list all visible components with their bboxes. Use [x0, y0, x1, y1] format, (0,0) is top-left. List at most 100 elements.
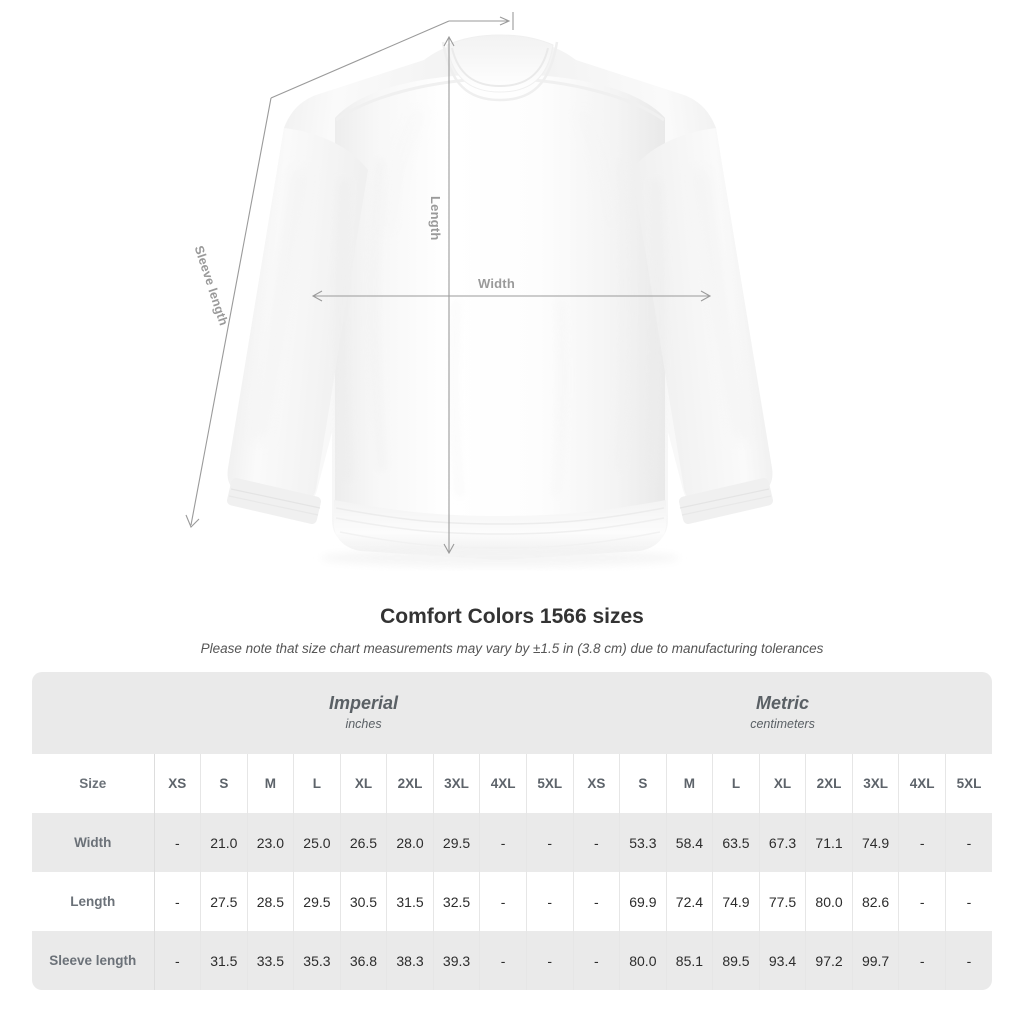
column-header-metric-2xl: 2XL [805, 754, 853, 813]
cell-length-metric-s: 69.9 [619, 872, 667, 931]
cell-sleeve-length-imperial-3xl: 39.3 [433, 931, 481, 990]
size-header-row: Size XS S M L XL 2XL 3XL 4XL 5XL XS S M L XL 2XL 3XL 4XL 5… [32, 754, 993, 813]
column-header-imperial-xl: XL [340, 754, 388, 813]
cell-length-metric-xl: 77.5 [759, 872, 807, 931]
cell-width-imperial-xl: 26.5 [340, 813, 388, 872]
table-row: Width -21.0 23.0 25.0 26.5 28.0 29.5- - -53.3 58.… [32, 813, 993, 872]
row-header-length: Length [32, 872, 155, 931]
cell-width-metric-xl: 67.3 [759, 813, 807, 872]
cell-width-metric-4xl: - [898, 813, 946, 872]
sweatshirt-body [227, 34, 773, 567]
column-header-imperial-4xl: 4XL [479, 754, 527, 813]
tolerance-note: Please note that size chart measurements… [200, 641, 824, 656]
cell-width-metric-5xl: - [945, 813, 993, 872]
column-header-metric-4xl: 4XL [898, 754, 946, 813]
unit-header-row: Imperial inches Metric centimeters [32, 672, 993, 754]
cell-length-imperial-4xl: - [479, 872, 527, 931]
cell-width-imperial-4xl: - [479, 813, 527, 872]
cell-sleeve-length-metric-xs: - [572, 931, 621, 990]
cell-length-imperial-2xl: 31.5 [386, 872, 434, 931]
unit-title-imperial: Imperial [329, 693, 399, 714]
unit-header-metric: Metric centimeters [573, 672, 993, 754]
cell-width-metric-m: 58.4 [666, 813, 714, 872]
cell-sleeve-length-imperial-5xl: - [526, 931, 574, 990]
cell-length-metric-m: 72.4 [666, 872, 714, 931]
column-header-imperial-s: S [200, 754, 248, 813]
unit-header-imperial: Imperial inches [154, 672, 574, 754]
cell-length-imperial-s: 27.5 [200, 872, 248, 931]
length-measure-line [443, 35, 455, 555]
column-header-imperial-m: M [247, 754, 295, 813]
measurement-lines [185, 12, 712, 555]
cell-sleeve-length-metric-s: 80.0 [619, 931, 667, 990]
page-title: Comfort Colors 1566 sizes [380, 605, 644, 628]
cell-length-metric-l: 74.9 [712, 872, 760, 931]
row-header-sleeve-length: Sleeve length [32, 931, 155, 990]
cell-length-imperial-xl: 30.5 [340, 872, 388, 931]
cell-sleeve-length-imperial-xl: 36.8 [340, 931, 388, 990]
unit-subtitle-imperial: inches [345, 716, 382, 731]
sleeve-length-measure-line [185, 12, 514, 528]
column-header-metric-m: M [666, 754, 714, 813]
cell-sleeve-length-metric-xl: 93.4 [759, 931, 807, 990]
cell-length-metric-4xl: - [898, 872, 946, 931]
cell-length-metric-xs: - [572, 872, 621, 931]
length-label: Length [428, 196, 443, 241]
unit-header-corner [32, 672, 154, 754]
cell-length-imperial-m: 28.5 [247, 872, 295, 931]
cell-length-imperial-xs: - [154, 872, 202, 931]
column-header-imperial-5xl: 5XL [526, 754, 574, 813]
width-measure-line [311, 290, 712, 302]
cell-length-metric-3xl: 82.6 [852, 872, 900, 931]
cell-sleeve-length-metric-4xl: - [898, 931, 946, 990]
cell-width-metric-2xl: 71.1 [805, 813, 853, 872]
cell-length-metric-2xl: 80.0 [805, 872, 853, 931]
width-label: Width [478, 276, 515, 291]
cell-width-metric-s: 53.3 [619, 813, 667, 872]
cell-width-imperial-s: 21.0 [200, 813, 248, 872]
cell-length-imperial-5xl: - [526, 872, 574, 931]
cell-sleeve-length-metric-l: 89.5 [712, 931, 760, 990]
cell-length-imperial-l: 29.5 [293, 872, 341, 931]
column-header-metric-5xl: 5XL [945, 754, 993, 813]
cell-width-imperial-m: 23.0 [247, 813, 295, 872]
cell-sleeve-length-imperial-m: 33.5 [247, 931, 295, 990]
cell-length-imperial-3xl: 32.5 [433, 872, 481, 931]
cell-width-imperial-l: 25.0 [293, 813, 341, 872]
unit-title-metric: Metric [756, 693, 810, 714]
table-row: Sleeve length -31.5 33.5 35.3 36.8 38.3 39.3- -… [32, 931, 993, 990]
cell-sleeve-length-metric-5xl: - [945, 931, 993, 990]
column-header-metric-xs: XS [572, 754, 621, 813]
cell-width-imperial-xs: - [154, 813, 202, 872]
table-row: Length -27.5 28.5 29.5 30.5 31.5 32.5- - -69.9 72… [32, 872, 993, 931]
column-header-imperial-2xl: 2XL [386, 754, 434, 813]
cell-width-metric-l: 63.5 [712, 813, 760, 872]
unit-subtitle-metric: centimeters [750, 716, 815, 731]
column-header-metric-xl: XL [759, 754, 807, 813]
cell-sleeve-length-imperial-s: 31.5 [200, 931, 248, 990]
cell-sleeve-length-imperial-xs: - [154, 931, 202, 990]
size-chart-table: Imperial inches Metric centimeters Size XS S M L… [32, 672, 993, 990]
cell-width-imperial-5xl: - [526, 813, 574, 872]
garment-diagram: Length Width Sleeve length [185, 12, 773, 567]
cell-width-metric-3xl: 74.9 [852, 813, 900, 872]
size-chart-table-wrap: Imperial inches Metric centimeters Size XS S M L… [32, 672, 993, 990]
column-header-size: Size [32, 754, 155, 813]
cell-sleeve-length-metric-2xl: 97.2 [805, 931, 853, 990]
column-header-metric-l: L [712, 754, 760, 813]
cell-width-imperial-3xl: 29.5 [433, 813, 481, 872]
column-header-imperial-xs: XS [154, 754, 202, 813]
cell-sleeve-length-imperial-4xl: - [479, 931, 527, 990]
cell-sleeve-length-metric-m: 85.1 [666, 931, 714, 990]
cell-sleeve-length-imperial-2xl: 38.3 [386, 931, 434, 990]
cell-sleeve-length-imperial-l: 35.3 [293, 931, 341, 990]
cell-length-metric-5xl: - [945, 872, 993, 931]
column-header-metric-3xl: 3XL [852, 754, 900, 813]
column-header-imperial-l: L [293, 754, 341, 813]
row-header-width: Width [32, 813, 155, 872]
column-header-imperial-3xl: 3XL [433, 754, 481, 813]
cell-width-metric-xs: - [572, 813, 621, 872]
column-header-metric-s: S [619, 754, 667, 813]
sweatshirt-illustration [185, 12, 773, 567]
cell-sleeve-length-metric-3xl: 99.7 [852, 931, 900, 990]
